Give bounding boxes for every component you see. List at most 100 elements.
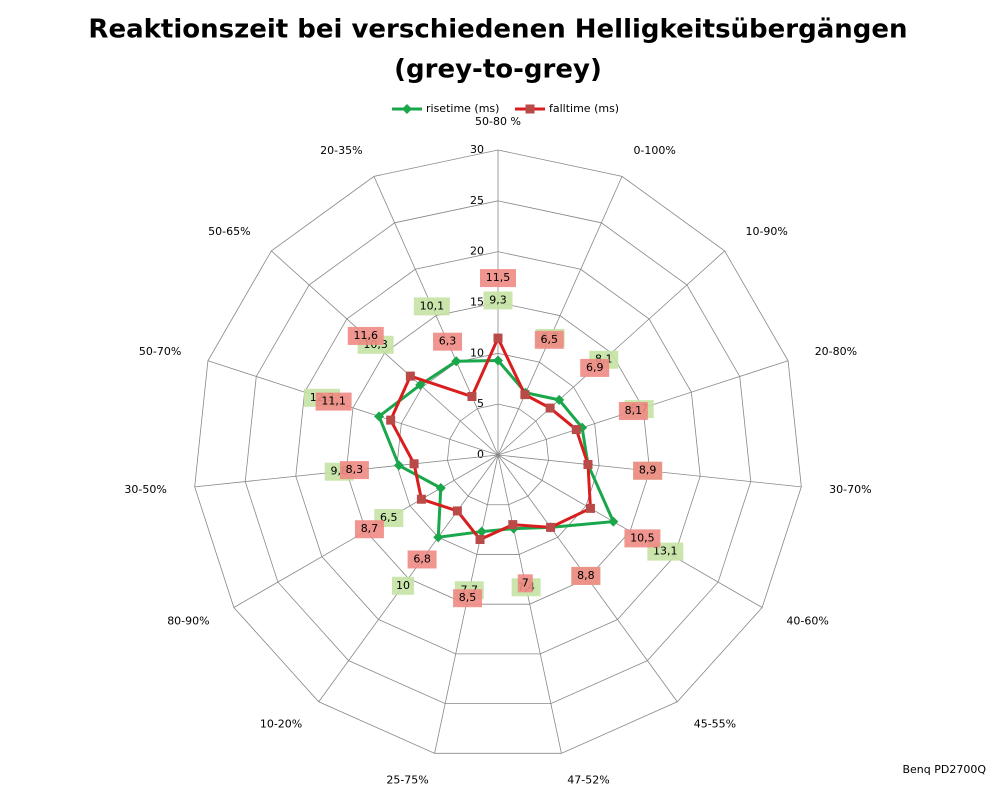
category-label: 10-20%	[260, 717, 302, 730]
data-label: 8,5	[459, 591, 477, 604]
data-label-box	[413, 297, 450, 316]
marker	[608, 516, 619, 527]
data-label: 10,5	[630, 531, 655, 544]
data-label: 8,8	[577, 569, 595, 582]
category-label: 50-70%	[139, 345, 181, 358]
category-label: 0-100%	[633, 144, 675, 157]
grid-line	[396, 352, 600, 555]
data-label: 11,1	[321, 395, 346, 408]
marker	[435, 483, 446, 494]
grid-line	[295, 251, 701, 655]
category-label: 20-80%	[815, 345, 857, 358]
legend-marker	[525, 104, 535, 114]
grid-line	[194, 149, 802, 754]
data-label-box	[347, 326, 384, 345]
data-label: 11,6	[354, 329, 379, 342]
marker	[433, 532, 444, 543]
series-line	[389, 334, 593, 542]
data-label: 6,3	[439, 335, 457, 348]
marker	[546, 522, 556, 532]
data-label: 6,9	[586, 361, 604, 374]
y-tick-label: 20	[470, 245, 484, 258]
marker	[416, 494, 426, 504]
data-label-box	[483, 291, 513, 310]
data-label: 6,5	[380, 511, 398, 524]
category-label: 45-55%	[694, 717, 736, 730]
category-label: 10-90%	[745, 225, 787, 238]
category-label: 30-50%	[124, 483, 166, 496]
y-tick-label: 15	[470, 296, 484, 309]
y-tick-label: 0	[477, 448, 484, 461]
data-label: 7	[522, 576, 529, 589]
data-label: 8,9	[639, 464, 657, 477]
marker	[452, 506, 462, 516]
data-label: 8,3	[346, 463, 364, 476]
data-label-box	[354, 520, 384, 539]
chart-title: (grey-to-grey)	[394, 55, 602, 85]
footnote: Benq PD2700Q	[902, 763, 986, 776]
data-label-box	[480, 269, 516, 288]
marker	[451, 356, 462, 367]
y-tick-label: 10	[470, 346, 484, 359]
y-tick-label: 25	[470, 194, 484, 207]
legend-label: falltime (ms)	[549, 102, 619, 115]
data-label: 8,1	[625, 404, 643, 417]
marker	[467, 391, 477, 401]
data-label: 9,3	[489, 293, 507, 306]
data-label-box	[433, 332, 463, 351]
marker	[571, 425, 581, 435]
category-label: 40-60%	[786, 615, 828, 628]
grid-line	[345, 302, 651, 605]
data-label-box	[534, 330, 564, 349]
grid-line	[244, 200, 752, 705]
grid-line	[447, 403, 549, 506]
marker	[374, 411, 385, 422]
spoke	[497, 454, 562, 754]
data-label-box	[391, 576, 414, 595]
category-label: 20-35%	[320, 144, 362, 157]
category-label: 50-80 %	[475, 115, 521, 128]
data-label-box	[517, 574, 533, 593]
marker	[585, 503, 595, 513]
marker	[386, 415, 396, 425]
marker	[475, 535, 485, 545]
spoke	[497, 176, 623, 456]
data-label-box	[571, 566, 601, 585]
category-label: 80-90%	[167, 615, 209, 628]
spoke	[373, 176, 499, 456]
marker	[393, 460, 404, 471]
y-tick-label: 30	[470, 143, 484, 156]
data-label: 13,1	[653, 545, 678, 558]
data-label-box	[624, 529, 661, 548]
data-label-box	[453, 589, 483, 608]
data-label: 11,5	[486, 271, 511, 284]
data-label-box	[315, 392, 352, 411]
legend-marker	[402, 104, 412, 114]
marker	[520, 390, 530, 400]
data-label: 6,8	[413, 552, 431, 565]
category-label: 50-65%	[208, 225, 250, 238]
category-label: 30-70%	[829, 483, 871, 496]
marker	[545, 403, 555, 413]
marker	[409, 459, 419, 469]
marker	[405, 371, 415, 381]
data-label-box	[407, 550, 437, 569]
data-label-box	[339, 461, 369, 480]
marker	[554, 394, 565, 405]
data-label: 8,7	[361, 522, 379, 535]
data-label-box	[580, 358, 610, 377]
y-tick-label: 5	[477, 397, 484, 410]
chart-title: Reaktionszeit bei verschiedenen Helligke…	[88, 15, 907, 45]
spoke	[207, 360, 499, 456]
data-label: 6,5	[541, 333, 559, 346]
marker	[508, 520, 518, 530]
marker	[493, 355, 503, 366]
legend-label: risetime (ms)	[426, 102, 499, 115]
marker	[493, 333, 503, 343]
marker	[583, 459, 593, 469]
category-label: 47-52%	[567, 774, 609, 786]
data-label: 10	[396, 579, 410, 592]
data-label-box	[618, 402, 648, 421]
data-label: 10,1	[420, 299, 445, 312]
